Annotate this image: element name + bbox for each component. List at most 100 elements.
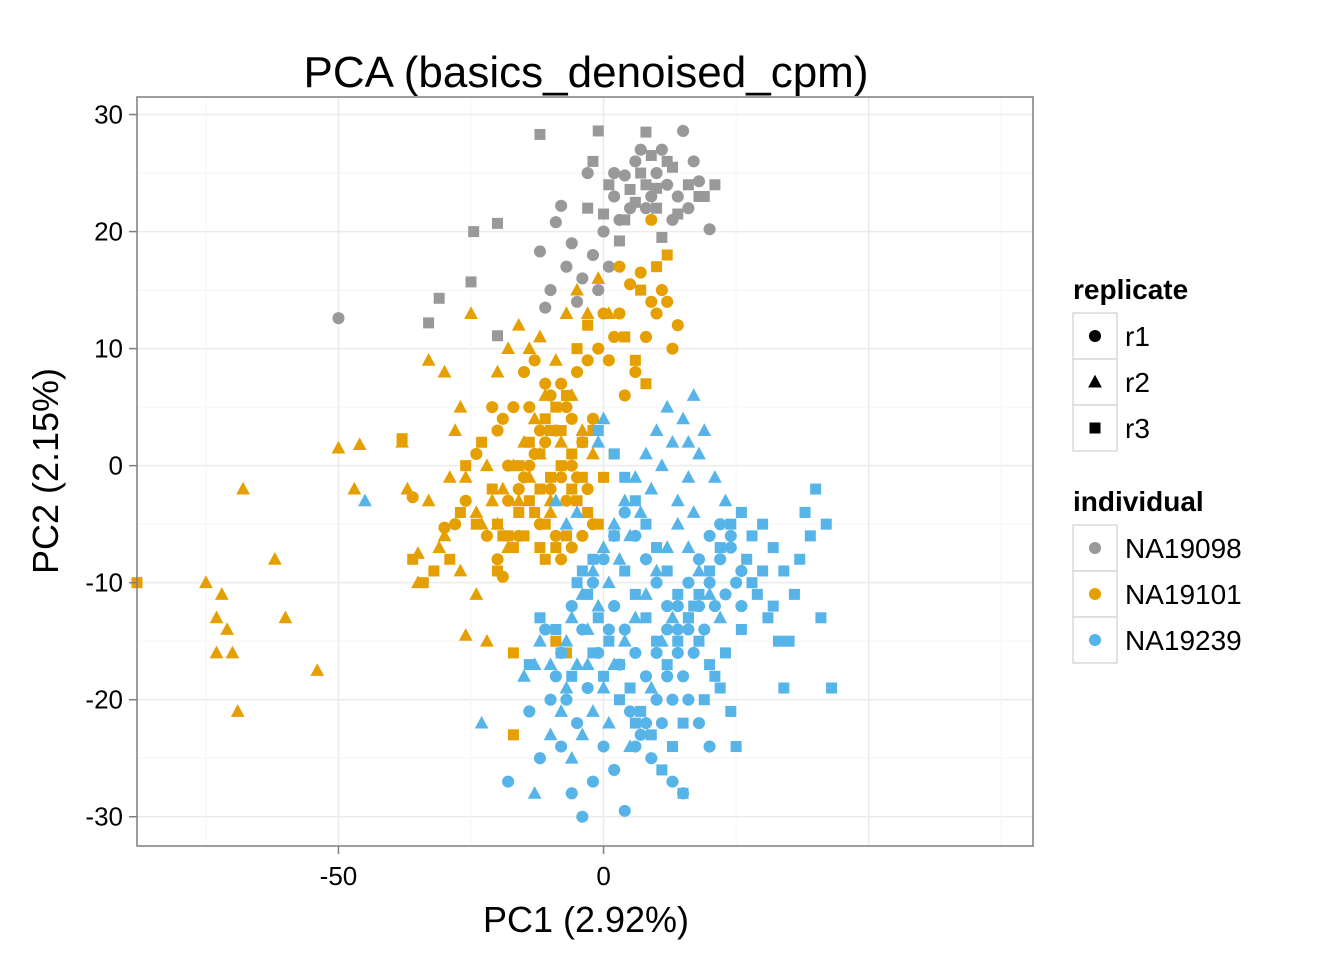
y-tick-label: 30 bbox=[94, 100, 123, 130]
data-point bbox=[554, 704, 569, 717]
data-point bbox=[460, 460, 472, 472]
data-point bbox=[629, 646, 642, 659]
data-point bbox=[598, 670, 610, 682]
data-point bbox=[618, 623, 631, 636]
data-point bbox=[448, 423, 462, 436]
data-point bbox=[491, 424, 504, 437]
data-point bbox=[613, 235, 625, 247]
data-point bbox=[591, 598, 606, 612]
data-point bbox=[576, 565, 588, 577]
data-point bbox=[559, 516, 574, 530]
data-point bbox=[612, 552, 627, 565]
data-point bbox=[565, 600, 578, 613]
data-point bbox=[469, 505, 484, 518]
data-point bbox=[608, 763, 621, 776]
data-point bbox=[570, 282, 584, 296]
data-point bbox=[533, 633, 547, 647]
data-point bbox=[617, 493, 632, 507]
data-point bbox=[624, 278, 637, 291]
data-point bbox=[698, 623, 711, 636]
data-point bbox=[533, 329, 547, 343]
data-point bbox=[799, 506, 811, 518]
data-point bbox=[512, 483, 525, 496]
legend-symbol bbox=[1089, 422, 1101, 434]
data-point bbox=[735, 623, 747, 635]
data-point bbox=[634, 266, 647, 279]
data-point bbox=[778, 682, 790, 694]
data-point bbox=[570, 365, 584, 379]
data-point bbox=[692, 717, 706, 730]
data-point bbox=[635, 705, 647, 717]
data-point bbox=[523, 401, 536, 414]
data-point bbox=[671, 623, 684, 636]
legend-label: r3 bbox=[1125, 413, 1150, 444]
data-point bbox=[634, 728, 647, 741]
data-point bbox=[687, 155, 700, 168]
data-point bbox=[554, 434, 569, 448]
data-point bbox=[347, 481, 362, 495]
legend-key bbox=[1072, 404, 1118, 452]
data-point bbox=[545, 471, 557, 483]
data-point bbox=[581, 167, 594, 180]
legend-label: NA19239 bbox=[1125, 625, 1242, 656]
data-point bbox=[581, 681, 594, 695]
data-point bbox=[677, 717, 689, 729]
data-point bbox=[444, 553, 456, 565]
data-point bbox=[645, 752, 658, 765]
data-point bbox=[421, 353, 436, 366]
data-point bbox=[629, 155, 642, 168]
data-point bbox=[332, 312, 345, 325]
data-point bbox=[236, 481, 250, 495]
y-tick-label: 0 bbox=[109, 451, 123, 481]
data-point bbox=[581, 354, 594, 367]
data-point bbox=[629, 495, 641, 507]
data-point bbox=[550, 542, 562, 554]
data-point bbox=[608, 448, 620, 460]
data-point bbox=[550, 623, 562, 635]
data-point bbox=[719, 647, 731, 659]
data-point bbox=[555, 377, 568, 390]
data-point bbox=[603, 179, 615, 191]
x-tick-label: -50 bbox=[320, 861, 358, 891]
data-point bbox=[358, 493, 372, 507]
data-point bbox=[480, 633, 494, 647]
data-point bbox=[571, 343, 583, 355]
data-point bbox=[666, 693, 679, 706]
data-point bbox=[555, 460, 567, 472]
data-point bbox=[672, 208, 684, 220]
data-point bbox=[560, 389, 572, 401]
data-point bbox=[587, 155, 599, 167]
y-tick-label: -10 bbox=[85, 568, 123, 598]
data-point bbox=[757, 518, 769, 530]
legend-title: individual bbox=[1073, 486, 1204, 517]
legend-symbol bbox=[1088, 541, 1102, 555]
data-point bbox=[560, 494, 573, 507]
data-point bbox=[278, 610, 293, 624]
data-point bbox=[565, 541, 578, 554]
data-point bbox=[564, 750, 579, 764]
data-point bbox=[741, 553, 753, 565]
data-point bbox=[548, 353, 563, 366]
data-point bbox=[645, 729, 657, 741]
data-point bbox=[672, 635, 684, 647]
data-point bbox=[518, 530, 530, 542]
data-point bbox=[555, 647, 567, 659]
data-point bbox=[613, 260, 626, 273]
data-point bbox=[587, 553, 599, 565]
data-point bbox=[527, 411, 542, 425]
data-point bbox=[549, 216, 562, 229]
data-point bbox=[559, 680, 574, 694]
x-axis: -50 0 bbox=[320, 846, 611, 891]
data-point bbox=[564, 610, 579, 624]
data-point bbox=[815, 612, 827, 624]
data-point bbox=[454, 506, 466, 518]
data-point bbox=[603, 635, 615, 647]
data-point bbox=[566, 670, 578, 682]
data-point bbox=[640, 518, 652, 530]
y-axis: -30 -20 -10 0 10 20 30 bbox=[85, 100, 137, 832]
data-point bbox=[682, 576, 695, 589]
data-point bbox=[507, 729, 519, 741]
data-point bbox=[730, 741, 742, 753]
data-point bbox=[671, 600, 684, 613]
data-point bbox=[666, 161, 678, 173]
